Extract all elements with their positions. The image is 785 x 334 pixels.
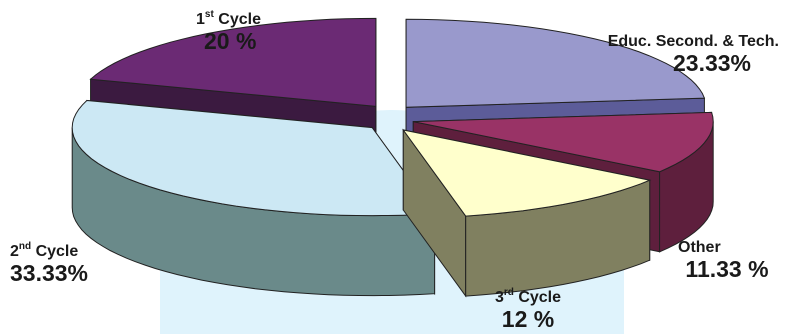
label-name-1st: 1st Cycle bbox=[196, 10, 276, 28]
ordinal-suffix-st: st bbox=[204, 9, 214, 20]
pie-slice-2 bbox=[402, 128, 652, 298]
ordinal-suffix-rd: rd bbox=[503, 287, 514, 298]
label-slice-2nd: 2nd Cycle 33.33% bbox=[10, 242, 88, 285]
label-name-educ: Educ. Second. & Tech. bbox=[607, 33, 779, 50]
ordinal-1: 1 bbox=[196, 11, 205, 28]
label-name-other: Other bbox=[678, 239, 721, 256]
label-value-2nd: 33.33% bbox=[10, 260, 89, 286]
label-name-3rd: 3rd Cycle bbox=[488, 288, 568, 306]
label-value-educ: 23.33% bbox=[672, 50, 751, 76]
cycle-word-1: Cycle bbox=[218, 11, 261, 28]
slice-top-3 bbox=[71, 99, 436, 217]
ordinal-2: 2 bbox=[10, 243, 19, 260]
label-slice-1st: 1st Cycle 20 % bbox=[196, 10, 276, 53]
slice-top-4 bbox=[89, 17, 377, 107]
slice-top-2 bbox=[402, 129, 652, 217]
label-name-2nd: 2nd Cycle bbox=[10, 242, 88, 260]
ordinal-suffix-nd: nd bbox=[18, 241, 32, 252]
label-slice-educ: Educ. Second. & Tech. 23.33% bbox=[608, 34, 779, 75]
label-slice-3rd: 3rd Cycle 12 % bbox=[488, 288, 568, 331]
label-slice-other: Other 11.33 % bbox=[672, 240, 782, 281]
label-value-3rd: 12 % bbox=[501, 306, 555, 332]
cycle-word-3: Cycle bbox=[518, 289, 562, 306]
ordinal-3: 3 bbox=[494, 289, 504, 306]
slice-top-0 bbox=[405, 18, 706, 108]
label-value-1st: 20 % bbox=[204, 28, 257, 54]
label-value-other: 11.33 % bbox=[685, 256, 769, 282]
slice-top-1 bbox=[413, 111, 714, 173]
cycle-word-2: Cycle bbox=[35, 243, 79, 260]
